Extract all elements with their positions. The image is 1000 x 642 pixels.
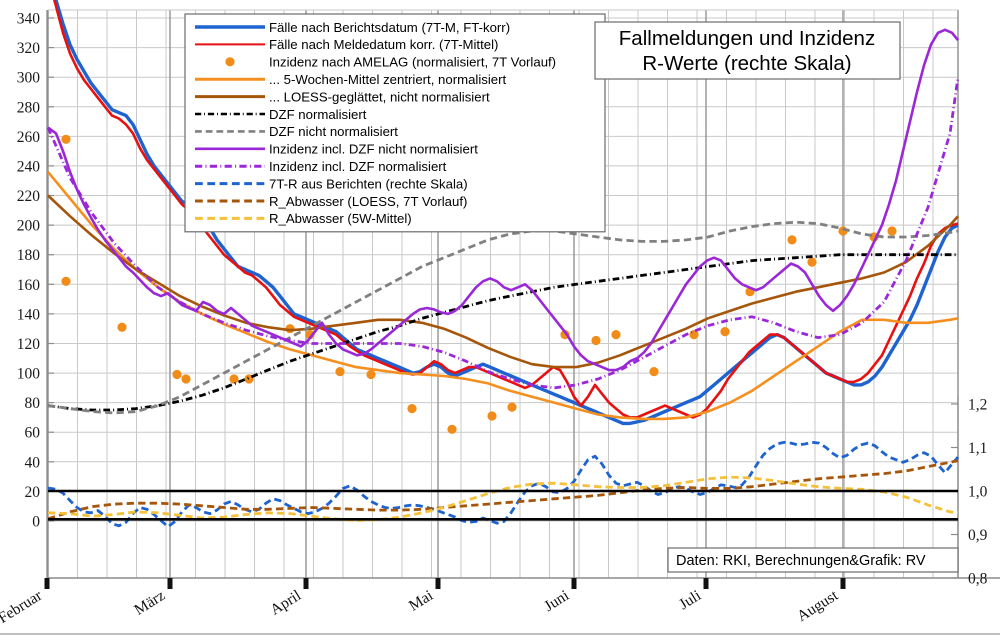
legend-item-label: DZF normalisiert [269,107,367,122]
legend-item-label: Inzidenz incl. DZF normalisiert [269,159,447,174]
left-axis-tick-label: 280 [17,99,41,116]
left-axis-tick-label: 300 [17,70,41,87]
series-line [47,475,959,522]
legend-item-label: Inzidenz nach AMELAG (normalisiert, 7T V… [269,55,556,70]
data-point-amelag [487,411,497,421]
data-point-amelag [807,257,817,267]
right-axis-tick-label: 0,9 [968,527,988,544]
legend-item-label: DZF nicht normalisiert [269,124,398,139]
x-axis-tick-label: Mai [406,587,437,615]
series-line [47,440,960,529]
data-point-amelag [61,134,71,144]
chart-title-line2: R-Werte (rechte Skala) [642,52,851,75]
x-axis-tick-label: April [267,587,304,619]
left-axis-tick-label: 320 [17,40,41,57]
left-axis-tick-label: 180 [17,247,41,264]
x-axis-tick-label: Juni [541,587,573,615]
series-line [47,28,960,372]
x-axis-tick-label: Juli [676,587,705,614]
data-point-amelag [407,404,417,414]
left-axis-tick-label: 240 [17,158,41,175]
data-point-amelag [181,374,191,384]
data-point-amelag [117,322,127,332]
data-point-amelag [335,367,345,377]
footer-note-box: Daten: RKI, Berechnungen&Grafik: RV [667,547,959,573]
footer-background [667,547,959,573]
left-axis-labels: 0 20 40 60 80 100 120 140 160 180 200 220 240 260 280 3… [17,11,54,531]
left-axis-tick-label: 40 [25,454,41,471]
right-axis-tick-label: 1,2 [968,397,987,414]
series-line [47,253,958,412]
legend-box: Fälle nach Berichtsdatum (7T-M, FT-korr)… [184,13,606,233]
left-axis-tick-label: 140 [17,306,41,323]
legend-item-label: 7T-R aus Berichten (rechte Skala) [269,176,468,191]
left-axis-tick-label: 260 [17,129,41,146]
x-axis-tick-label: Februar [0,587,46,627]
left-axis-tick-label: 220 [17,188,41,205]
data-point-amelag [172,369,182,380]
left-axis-tick-label: 120 [17,336,41,353]
legend-item-label: R_Abwasser (5W-Mittel) [269,211,412,226]
left-axis-tick-label: 0 [32,514,40,531]
legend-item-label: Fälle nach Berichtsdatum (7T-M, FT-korr) [269,20,510,35]
data-point-amelag [244,374,254,384]
left-axis-tick-label: 160 [17,277,41,294]
left-axis-tick-label: 100 [17,366,41,383]
right-axis-tick-label: 1,1 [968,440,987,457]
series-line [47,459,959,521]
data-point-amelag [447,424,457,434]
legend-item-label: ... LOESS-geglättet, nicht normalisiert [269,89,490,104]
legend-swatch-dot [225,57,235,67]
data-point-amelag [649,367,659,377]
left-axis-tick-label: 80 [25,395,41,412]
series-line [47,194,959,369]
footer-note-label: Daten: RKI, Berechnungen&Grafik: RV [676,553,926,569]
x-axis-tick-label: August [794,587,842,626]
title-background [594,21,901,80]
legend-item-label: Inzidenz incl. DZF nicht normalisiert [269,142,478,157]
data-point-amelag [887,226,897,236]
left-axis-tick-label: 20 [25,484,41,501]
legend-background [184,13,606,233]
reference-lines [48,489,958,521]
data-point-amelag [507,402,517,412]
x-axis-tick-label: März [131,587,168,619]
right-axis-labels: 0,8 0,9 1,0 1,1 1,2 [951,395,988,588]
data-point-amelag [591,335,601,346]
chart-title-line1: Fallmeldungen und Inzidenz [619,27,875,50]
legend-item-label: R_Abwasser (LOESS, 7T Vorlauf) [269,194,467,209]
legend-item-label: ... 5-Wochen-Mittel zentriert, normalisi… [269,72,507,87]
left-axis-tick-label: 60 [25,425,41,442]
data-point-amelag [787,235,797,245]
data-point-amelag [229,374,239,384]
right-axis-tick-label: 1,0 [968,484,988,501]
data-point-amelag [61,276,71,286]
left-axis-tick-label: 200 [17,218,41,235]
left-axis-tick-label: 340 [17,11,41,28]
data-point-amelag [366,369,376,380]
series-line [47,220,959,415]
right-axis-tick-label: 0,8 [968,571,988,588]
legend-item-label: Fälle nach Meldedatum korr. (7T-Mittel) [269,37,498,52]
series-line [46,171,959,421]
x-axis-labels: Februar März April Mai Juni Juli August [0,578,1000,635]
data-point-amelag [720,327,730,337]
series-line [46,77,960,390]
data-point-amelag [611,330,621,340]
